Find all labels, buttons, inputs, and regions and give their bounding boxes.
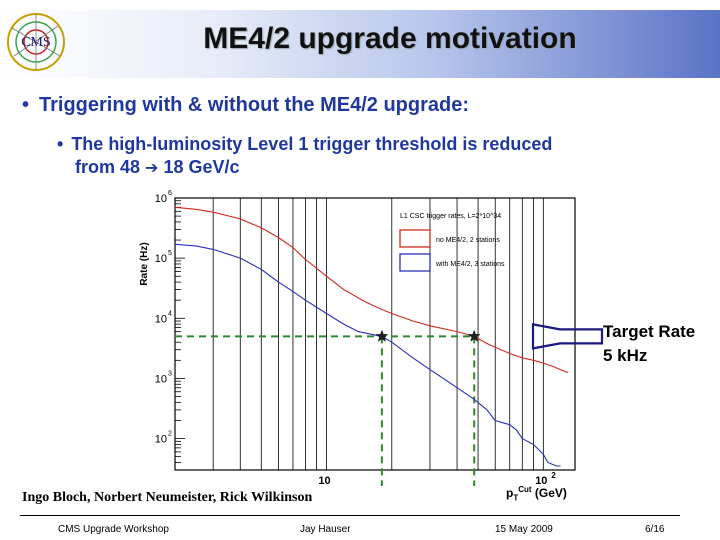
legend-title: L1 CSC trigger rates, L=2*10^34 xyxy=(400,213,501,220)
y-tick-label: 10 xyxy=(155,253,167,265)
legend-swatch xyxy=(399,253,431,272)
threshold-star-marker xyxy=(375,329,389,342)
y-tick-exponent: 3 xyxy=(168,370,172,377)
series-line-with-me42 xyxy=(174,243,561,467)
y-tick-exponent: 2 xyxy=(168,431,172,438)
target-arrow-icon xyxy=(531,323,604,350)
x-tick-label: 10 xyxy=(535,475,547,487)
y-tick-label: 10 xyxy=(155,373,167,385)
legend-swatch xyxy=(399,229,431,248)
authors: Ingo Bloch, Norbert Neumeister, Rick Wil… xyxy=(22,490,313,505)
x-tick-exponent: 2 xyxy=(551,471,556,480)
footer-workshop: CMS Upgrade Workshop xyxy=(58,524,169,535)
title-bar xyxy=(0,10,720,78)
x-axis-label: pTCut (GeV) xyxy=(506,485,567,503)
right-arrow-icon: ➔ xyxy=(145,160,159,177)
footer-date: 15 May 2009 xyxy=(495,524,553,535)
footer-presenter: Jay Hauser xyxy=(300,524,351,535)
cms-logo: CMS xyxy=(4,8,76,74)
x-tick-label: 10 xyxy=(318,475,330,487)
y-axis-label: Rate (Hz) xyxy=(139,242,150,285)
threshold-star-marker xyxy=(467,329,481,342)
footer-divider xyxy=(20,515,680,516)
y-tick-exponent: 5 xyxy=(168,250,172,257)
svg-text:CMS: CMS xyxy=(21,35,51,50)
slide-title: ME4/2 upgrade motivation xyxy=(203,22,577,55)
series-line-no-me42 xyxy=(174,206,569,374)
legend-entry: with ME4/2, 3 stations xyxy=(435,261,505,268)
y-tick-label: 10 xyxy=(155,434,167,446)
footer-page: 6/16 xyxy=(645,524,665,535)
target-rate-label: Target Rate 5 kHz xyxy=(603,322,696,365)
main-bullet: • Triggering with & without the ME4/2 upg… xyxy=(22,94,470,116)
y-tick-exponent: 4 xyxy=(168,310,172,317)
y-tick-exponent: 6 xyxy=(168,190,172,197)
y-tick-label: 10 xyxy=(155,193,167,205)
sub-bullet: • The high-luminosity Level 1 trigger thr… xyxy=(57,134,553,177)
y-tick-label: 10 xyxy=(155,313,167,325)
legend-entry: no ME4/2, 2 stations xyxy=(436,237,500,244)
